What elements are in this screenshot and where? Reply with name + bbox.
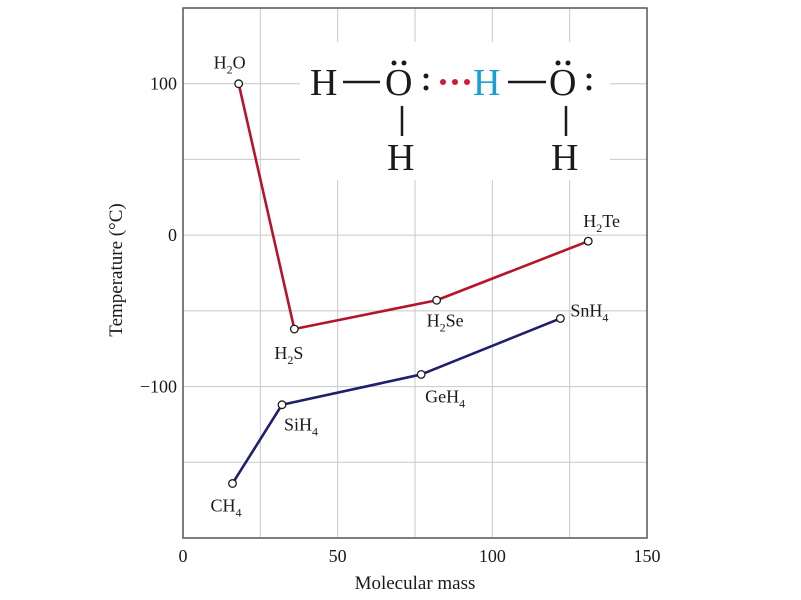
data-point-label: H2Se: [427, 310, 464, 334]
data-point-label: SiH4: [284, 415, 318, 439]
inset-o-left: O: [385, 62, 412, 104]
data-point: [432, 295, 442, 305]
inset-lone-pair-dot: [555, 60, 561, 66]
data-point: [416, 370, 426, 379]
inset-lone-pair-dot: [423, 85, 429, 91]
hydrogen-bond-inset: H O H O H H: [300, 42, 610, 180]
series-line: [231, 317, 561, 485]
data-point: [277, 400, 287, 410]
inset-lone-pair-dot: [586, 73, 592, 79]
y-tick-label: −100: [140, 377, 177, 397]
x-tick-label: 100: [479, 546, 506, 566]
inset-lone-pair-dot: [586, 85, 592, 91]
data-point: [555, 313, 565, 323]
x-axis-title: Molecular mass: [355, 573, 476, 594]
data-point-label: H2S: [274, 343, 303, 367]
inset-h-middle: H: [473, 62, 500, 104]
x-tick-label: 50: [329, 546, 347, 566]
data-point: [583, 236, 593, 246]
data-point-label: GeH4: [425, 386, 465, 410]
y-axis-title: Temperature (°C): [106, 203, 127, 336]
inset-o-right: O: [549, 62, 576, 104]
inset-lone-pair-dot: [401, 60, 407, 66]
data-point-label: SnH4: [570, 300, 608, 324]
y-tick-label: 100: [150, 74, 177, 94]
data-point: [289, 324, 299, 334]
data-point: [228, 479, 237, 488]
inset-hbond-dot: [452, 79, 458, 85]
x-tick-label: 150: [634, 546, 661, 566]
inset-lone-pair-dot: [423, 73, 429, 79]
point-labels: H2O H2S H2Se H2Te CH4 SiH4 GeH4 SnH4: [210, 53, 619, 520]
inset-hbond-dot: [440, 79, 446, 85]
inset-lone-pair-dot: [391, 60, 397, 66]
data-point-label: CH4: [210, 495, 241, 519]
plot-frame: [182, 7, 648, 539]
inset-hbond-dot: [464, 79, 470, 85]
data-point: [234, 79, 244, 89]
tick-labels: 0 50 100 150 100 0 −100: [140, 74, 661, 566]
inset-h-left: H: [310, 62, 337, 104]
series-line: [237, 83, 589, 331]
inset-lone-pair-dot: [565, 60, 571, 66]
series-layer: [228, 79, 593, 488]
data-point-label: H2O: [214, 53, 246, 77]
inset-h-below-right: H: [551, 137, 578, 179]
y-tick-label: 0: [168, 225, 177, 245]
x-tick-label: 0: [179, 546, 188, 566]
inset-h-below-left: H: [387, 137, 414, 179]
data-point-label: H2Te: [583, 211, 620, 235]
